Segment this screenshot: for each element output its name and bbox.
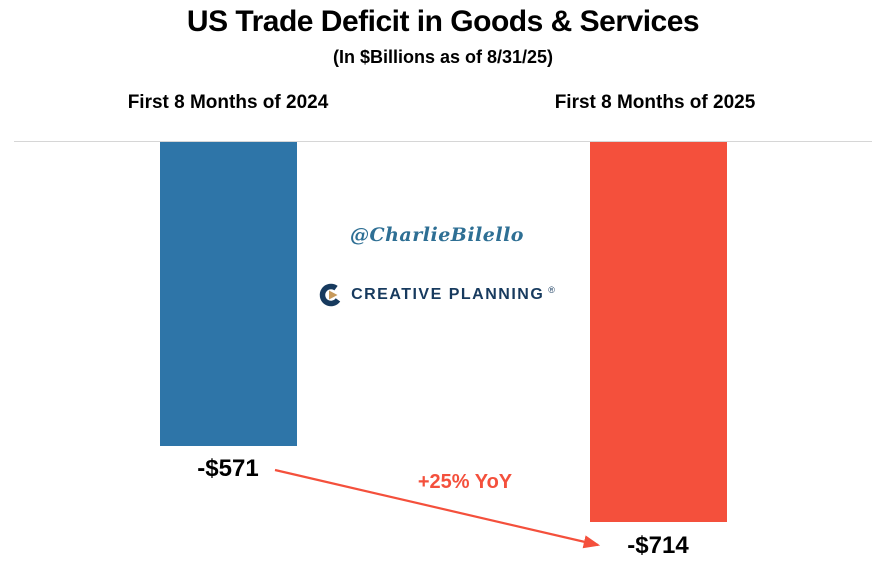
category-label-2025: First 8 Months of 2025 — [554, 92, 756, 113]
bar-2025 — [590, 142, 727, 522]
yoy-arrow — [274, 468, 601, 549]
category-label-2024: First 8 Months of 2024 — [127, 92, 329, 113]
value-label-2024: -$571 — [197, 455, 259, 482]
chart-title: US Trade Deficit in Goods & Services — [186, 5, 700, 38]
value-label-2025: -$714 — [627, 532, 689, 559]
yoy-change-label: +25% YoY — [417, 471, 513, 493]
zero-baseline — [14, 141, 872, 142]
chart-subtitle: (In $Billions as of 8/31/25) — [332, 47, 554, 67]
bar-2024 — [160, 142, 297, 446]
twitter-handle-watermark: @CharlieBilello — [350, 224, 524, 246]
creative-planning-wordmark: CREATIVE PLANNING — [351, 286, 545, 303]
registered-trademark-mark: ® — [548, 285, 555, 295]
creative-planning-logo: CREATIVE PLANNING ® — [287, 283, 587, 307]
creative-planning-c-icon — [319, 283, 343, 307]
